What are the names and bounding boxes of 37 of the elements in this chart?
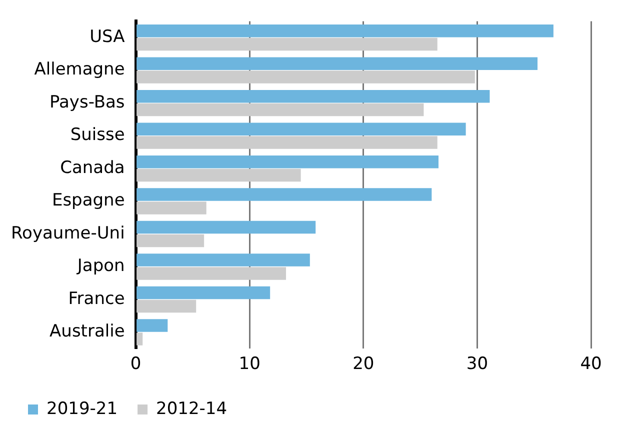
y-tick-label: Allemagne — [34, 60, 125, 80]
y-tick-label: Australie — [50, 322, 125, 342]
y-tick-label: Royaume-Uni — [11, 223, 125, 244]
x-tick-label: 0 — [130, 354, 142, 374]
bar — [136, 332, 143, 346]
y-tick-label: France — [68, 288, 125, 309]
bar — [136, 24, 554, 38]
legend-label: 2019-21 — [46, 398, 118, 419]
bar — [136, 57, 538, 70]
x-tick-label: 20 — [352, 354, 374, 374]
bar — [136, 234, 204, 248]
y-tick-label: Pays-Bas — [50, 92, 125, 112]
y-tick-label: Suisse — [70, 125, 125, 146]
y-tick-label: Espagne — [52, 190, 125, 211]
bar — [136, 300, 196, 313]
x-tick-label: 30 — [466, 354, 488, 374]
bar — [136, 136, 438, 149]
y-tick-label: USA — [90, 26, 126, 47]
legend-label: 2012-14 — [156, 398, 228, 419]
bar — [136, 319, 168, 332]
bar — [136, 103, 424, 116]
bar — [136, 188, 432, 201]
bar — [136, 38, 438, 51]
bar — [136, 70, 475, 84]
bar — [136, 220, 316, 234]
y-tick-label: Canada — [60, 158, 125, 178]
bar — [136, 155, 439, 168]
bar — [136, 202, 206, 214]
bar — [136, 267, 286, 280]
bar — [136, 254, 310, 266]
x-tick-label: 10 — [238, 354, 260, 374]
bar — [136, 286, 270, 300]
bar — [136, 168, 301, 182]
bar — [136, 90, 490, 103]
bar — [136, 122, 466, 136]
y-tick-label: Japon — [76, 256, 125, 276]
x-tick-label: 40 — [580, 354, 602, 374]
